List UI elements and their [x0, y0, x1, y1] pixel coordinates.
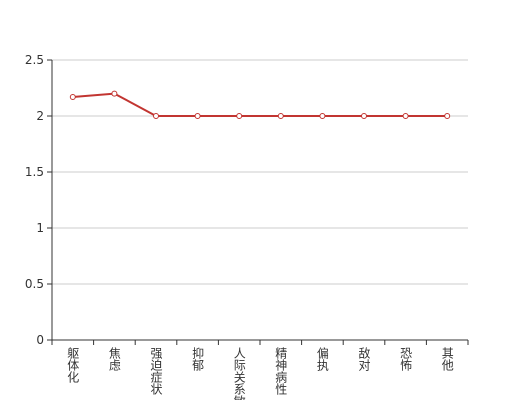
- point: [111, 90, 118, 97]
- y-tick-label: 2: [36, 109, 44, 123]
- point: [277, 113, 284, 119]
- point: [444, 113, 451, 119]
- point: [153, 113, 159, 119]
- point: [194, 113, 201, 119]
- x-tick-label: 敌对: [357, 346, 371, 371]
- point: [402, 113, 409, 119]
- x-tick-label: 抑郁: [191, 346, 205, 372]
- y-tick-label: 0.5: [25, 277, 44, 291]
- y-tick-label: 0: [36, 333, 44, 347]
- point: [69, 93, 76, 100]
- x-tick-label: 其他: [440, 347, 454, 371]
- x-tick-label: 精神病性: [274, 347, 288, 396]
- point: [236, 113, 243, 119]
- y-tick-label: 1: [36, 221, 44, 235]
- x-tick-label: 强迫症状: [149, 347, 163, 395]
- x-tick-label: 焦虑: [107, 347, 121, 371]
- y-tick-label: 1.5: [25, 165, 44, 179]
- point: [319, 113, 326, 119]
- line: [72, 92, 448, 117]
- y-tick-label: 2.5: [25, 53, 44, 67]
- point: [361, 113, 367, 119]
- x-tick-label: 偏执: [315, 346, 329, 372]
- x-tick-label: 人际关系敏感: [232, 347, 246, 400]
- x-tick-label: 躯体化: [66, 346, 80, 384]
- x-tick-label: 恐怖: [399, 347, 413, 371]
